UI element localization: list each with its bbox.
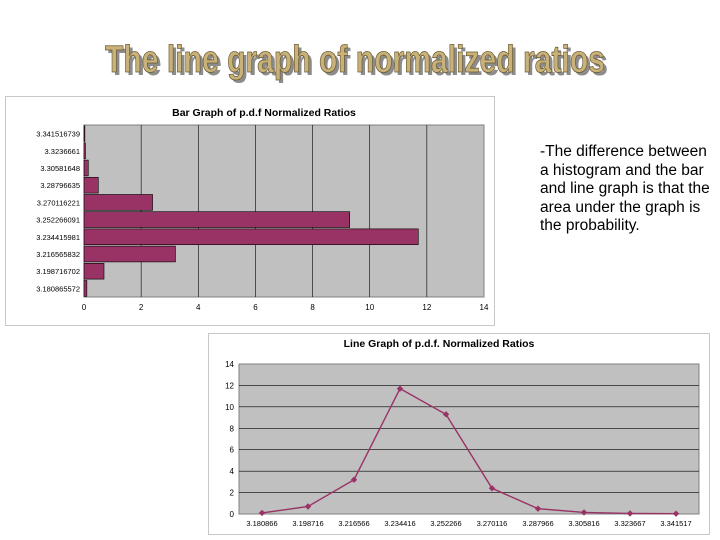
line-series — [261, 387, 677, 515]
bar-category-label: 3.252266091 — [36, 216, 80, 225]
line-y-tick-label: 0 — [230, 510, 235, 519]
line-chart-svg: Line Graph of p.d.f. Normalized Ratios 0 2… — [225, 338, 700, 528]
bar — [83, 142, 86, 160]
bar-category-label: 3.198716702 — [36, 267, 80, 276]
bar-x-tick-label: 10 — [365, 303, 374, 312]
line-chart: Line Graph of p.d.f. Normalized Ratios 0 2… — [208, 333, 710, 535]
line-plot-area — [238, 363, 700, 515]
line-x-tick-label: 3.270116 — [477, 519, 508, 528]
bar — [83, 125, 86, 142]
bar-category-label: 3.28796635 — [40, 181, 80, 190]
line-marker — [350, 476, 358, 483]
line-marker — [626, 510, 634, 517]
bar-x-tick-label: 0 — [82, 303, 87, 312]
bar-chart: Bar Graph of p.d.f Normalized Ratios 0 2 4 6… — [5, 96, 495, 326]
bar — [83, 159, 89, 177]
bar-category-label: 3.234415981 — [36, 233, 80, 242]
bar-category-label: 3.216565832 — [36, 250, 80, 259]
bar-plot-area — [83, 124, 485, 298]
line-y-tick-label: 10 — [225, 403, 234, 412]
line-x-tick-label: 3.216566 — [338, 519, 369, 528]
line-marker — [488, 485, 496, 492]
slide-title-shadow: The line graph of normalized ratios — [108, 42, 608, 84]
slide-title: The line graph of normalized ratios — [105, 39, 605, 81]
bar-x-tick-label: 6 — [253, 303, 258, 312]
line-marker — [258, 509, 266, 517]
line-x-tick-label: 3.198716 — [292, 519, 323, 528]
bar — [83, 280, 88, 297]
bar — [83, 228, 419, 246]
line-x-tick-label: 3.180866 — [246, 519, 277, 528]
line-marker — [442, 411, 450, 418]
line-y-tick-label: 6 — [230, 446, 235, 455]
bar — [83, 176, 99, 194]
bar-chart-title: Bar Graph of p.d.f Normalized Ratios — [172, 107, 356, 119]
line-x-tick-label: 3.341517 — [660, 519, 691, 528]
line-marker — [534, 505, 542, 512]
bar-x-tick-label: 8 — [310, 303, 315, 312]
line-x-tick-label: 3.234416 — [384, 519, 415, 528]
bar-chart-svg: Bar Graph of p.d.f Normalized Ratios 0 2 4 6… — [36, 107, 489, 312]
line-marker — [304, 503, 312, 510]
line-y-tick-label: 2 — [230, 489, 235, 498]
bar — [83, 194, 153, 211]
slide-title-banner: The line graph of normalized ratios The … — [105, 39, 608, 84]
line-y-tick-label: 8 — [230, 424, 235, 433]
line-x-tick-label: 3.323667 — [614, 519, 645, 528]
line-x-tick-label: 3.305816 — [568, 519, 599, 528]
line-y-tick-label: 12 — [225, 381, 234, 390]
bar-category-label: 3.270116221 — [37, 198, 80, 207]
bar-category-label: 3.3236661 — [45, 147, 80, 156]
bar-category-label: 3.30581648 — [40, 164, 80, 173]
bar-x-tick-label: 2 — [139, 303, 144, 312]
bar-category-label: 3.180865572 — [36, 284, 80, 293]
line-chart-title: Line Graph of p.d.f. Normalized Ratios — [344, 338, 535, 350]
line-marker — [396, 385, 404, 392]
line-marker — [580, 509, 588, 516]
bar — [83, 262, 105, 280]
bar-x-tick-label: 12 — [422, 303, 431, 312]
line-marker — [672, 510, 680, 517]
line-y-tick-label: 4 — [230, 467, 235, 476]
bar-x-tick-label: 4 — [196, 303, 201, 312]
bar-category-label: 3.341516739 — [36, 130, 80, 139]
bar — [83, 211, 351, 228]
body-text: -The difference between a histogram and … — [540, 143, 710, 234]
line-x-tick-label: 3.287966 — [522, 519, 553, 528]
line-x-tick-label: 3.252266 — [430, 519, 461, 528]
line-y-tick-label: 14 — [225, 360, 234, 369]
bar — [83, 245, 176, 263]
bar-x-tick-label: 14 — [480, 303, 489, 312]
